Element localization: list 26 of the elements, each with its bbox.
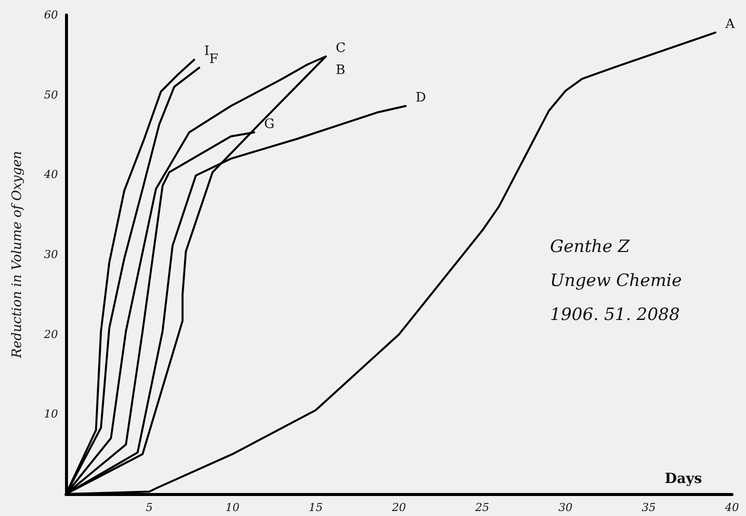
series-label: I — [204, 44, 210, 60]
x-tick-label: 10 — [226, 501, 240, 514]
y-tick-label: 50 — [44, 88, 58, 102]
series-label: C — [336, 41, 346, 56]
annotation: Ungew Chemie — [550, 271, 682, 291]
x-tick-label: 35 — [642, 501, 656, 514]
y-tick-label: 20 — [43, 328, 58, 341]
x-tick-label: 25 — [474, 501, 490, 514]
series-label: G — [264, 116, 275, 132]
series-label: A — [724, 17, 736, 32]
x-tick-label: 15 — [308, 501, 323, 514]
y-axis-title: Reduction in Volume of Oxygen — [10, 150, 25, 360]
x-axis-title: Days — [664, 471, 702, 487]
series-label: F — [209, 52, 218, 68]
y-tick-label: 40 — [43, 168, 58, 182]
annotation: Genthe Z — [550, 237, 631, 257]
x-tick-label: 40 — [724, 501, 739, 514]
x-tick-label: 30 — [558, 501, 572, 514]
y-tick-label: 60 — [44, 8, 58, 22]
y-tick-label: 30 — [44, 248, 58, 261]
annotation: 1906. 51. 2088 — [550, 305, 680, 325]
series-label: B — [336, 63, 346, 78]
series-label: D — [416, 90, 426, 106]
x-tick-label: 20 — [391, 501, 406, 514]
y-tick-label: 10 — [44, 408, 58, 421]
x-tick-label: 5 — [146, 501, 153, 514]
